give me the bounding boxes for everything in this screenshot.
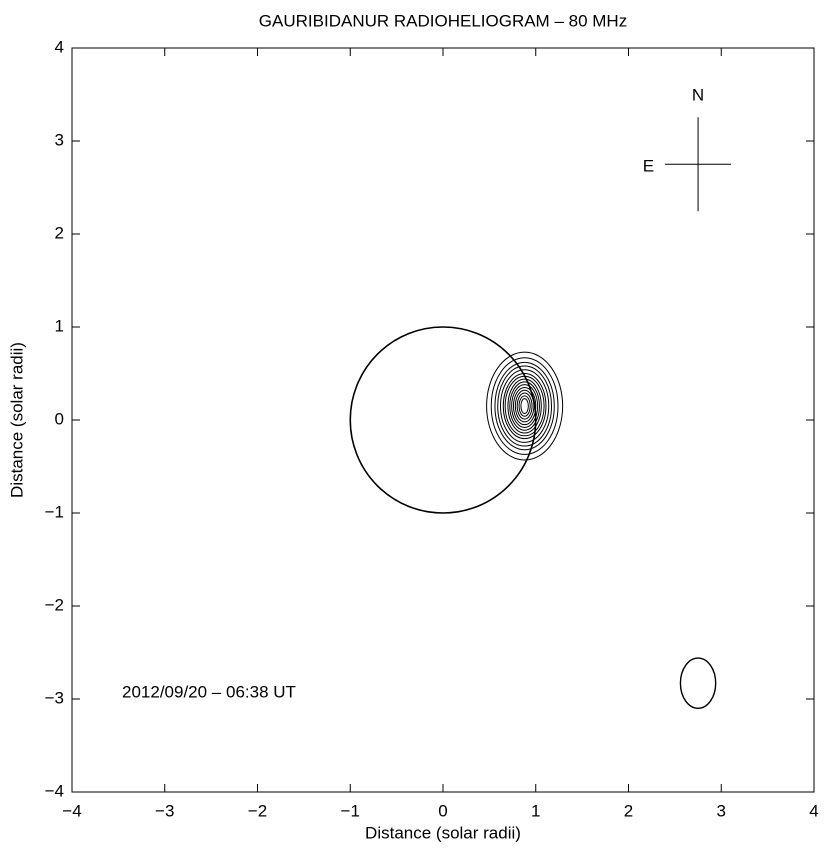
contour (516, 392, 533, 420)
contour (504, 375, 545, 437)
contour (486, 351, 564, 461)
contour (494, 361, 555, 451)
x-tick-label: 0 (438, 801, 447, 820)
y-tick-label: −3 (45, 688, 64, 707)
x-tick-label: 1 (531, 801, 540, 820)
x-axis-label: Distance (solar radii) (365, 823, 521, 842)
x-tick-label: −3 (155, 801, 174, 820)
annotation: 2012/09/20 – 06:38 UT (122, 682, 296, 701)
y-tick-label: 0 (55, 409, 64, 428)
beam (679, 657, 717, 710)
x-tick-label: −1 (341, 801, 360, 820)
contour (509, 381, 540, 431)
x-tick-label: 3 (717, 801, 726, 820)
plot-frame (71, 47, 815, 793)
compass-north: N (692, 86, 704, 105)
contour (514, 389, 535, 423)
y-tick-label: 2 (55, 223, 64, 242)
contour (507, 378, 542, 434)
contour (497, 365, 553, 447)
contour (500, 369, 550, 443)
y-tick-label: −1 (45, 502, 64, 521)
y-axis-label: Distance (solar radii) (7, 342, 26, 498)
y-tick-label: 3 (55, 130, 64, 149)
compass-east: E (643, 157, 654, 176)
y-tick-label: −2 (45, 595, 64, 614)
contour (511, 384, 539, 428)
y-tick-label: −4 (45, 781, 64, 800)
x-tick-label: 2 (624, 801, 633, 820)
chart-title: GAURIBIDANUR RADIOHELIOGRAM – 80 MHz (259, 11, 627, 30)
solar-disk (349, 326, 537, 514)
y-tick-label: 4 (55, 37, 64, 56)
contour (512, 386, 537, 426)
contour (502, 373, 547, 440)
x-tick-label: −2 (248, 801, 267, 820)
x-tick-label: 4 (809, 801, 818, 820)
contour (520, 398, 529, 414)
contour (490, 357, 559, 455)
x-tick-label: −4 (62, 801, 81, 820)
contour (518, 395, 531, 417)
y-tick-label: 1 (55, 316, 64, 335)
